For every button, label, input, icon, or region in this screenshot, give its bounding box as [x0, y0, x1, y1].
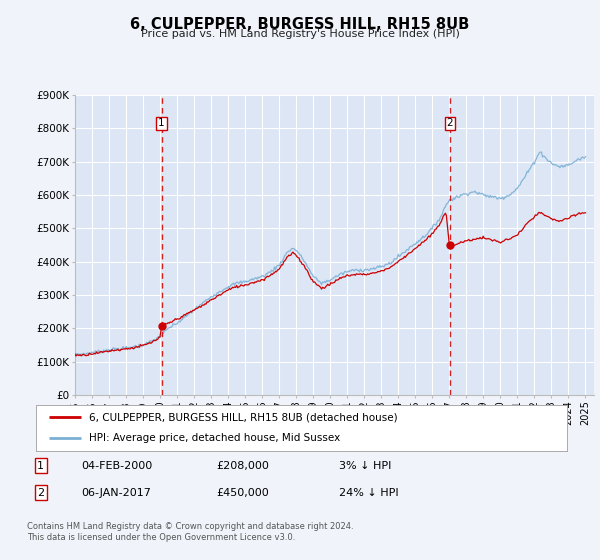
Text: 6, CULPEPPER, BURGESS HILL, RH15 8UB (detached house): 6, CULPEPPER, BURGESS HILL, RH15 8UB (de… [89, 412, 398, 422]
Text: 3% ↓ HPI: 3% ↓ HPI [339, 461, 391, 471]
Text: £208,000: £208,000 [216, 461, 269, 471]
Text: 06-JAN-2017: 06-JAN-2017 [81, 488, 151, 498]
Text: 1: 1 [37, 461, 44, 471]
Text: 04-FEB-2000: 04-FEB-2000 [81, 461, 152, 471]
Text: 2: 2 [447, 119, 454, 128]
Text: 24% ↓ HPI: 24% ↓ HPI [339, 488, 398, 498]
Text: 1: 1 [158, 119, 165, 128]
Text: Contains HM Land Registry data © Crown copyright and database right 2024.: Contains HM Land Registry data © Crown c… [27, 522, 353, 531]
Text: Price paid vs. HM Land Registry's House Price Index (HPI): Price paid vs. HM Land Registry's House … [140, 29, 460, 39]
Text: £450,000: £450,000 [216, 488, 269, 498]
Text: 6, CULPEPPER, BURGESS HILL, RH15 8UB: 6, CULPEPPER, BURGESS HILL, RH15 8UB [130, 17, 470, 32]
Text: 2: 2 [37, 488, 44, 498]
Text: This data is licensed under the Open Government Licence v3.0.: This data is licensed under the Open Gov… [27, 533, 295, 542]
Text: HPI: Average price, detached house, Mid Sussex: HPI: Average price, detached house, Mid … [89, 433, 340, 444]
